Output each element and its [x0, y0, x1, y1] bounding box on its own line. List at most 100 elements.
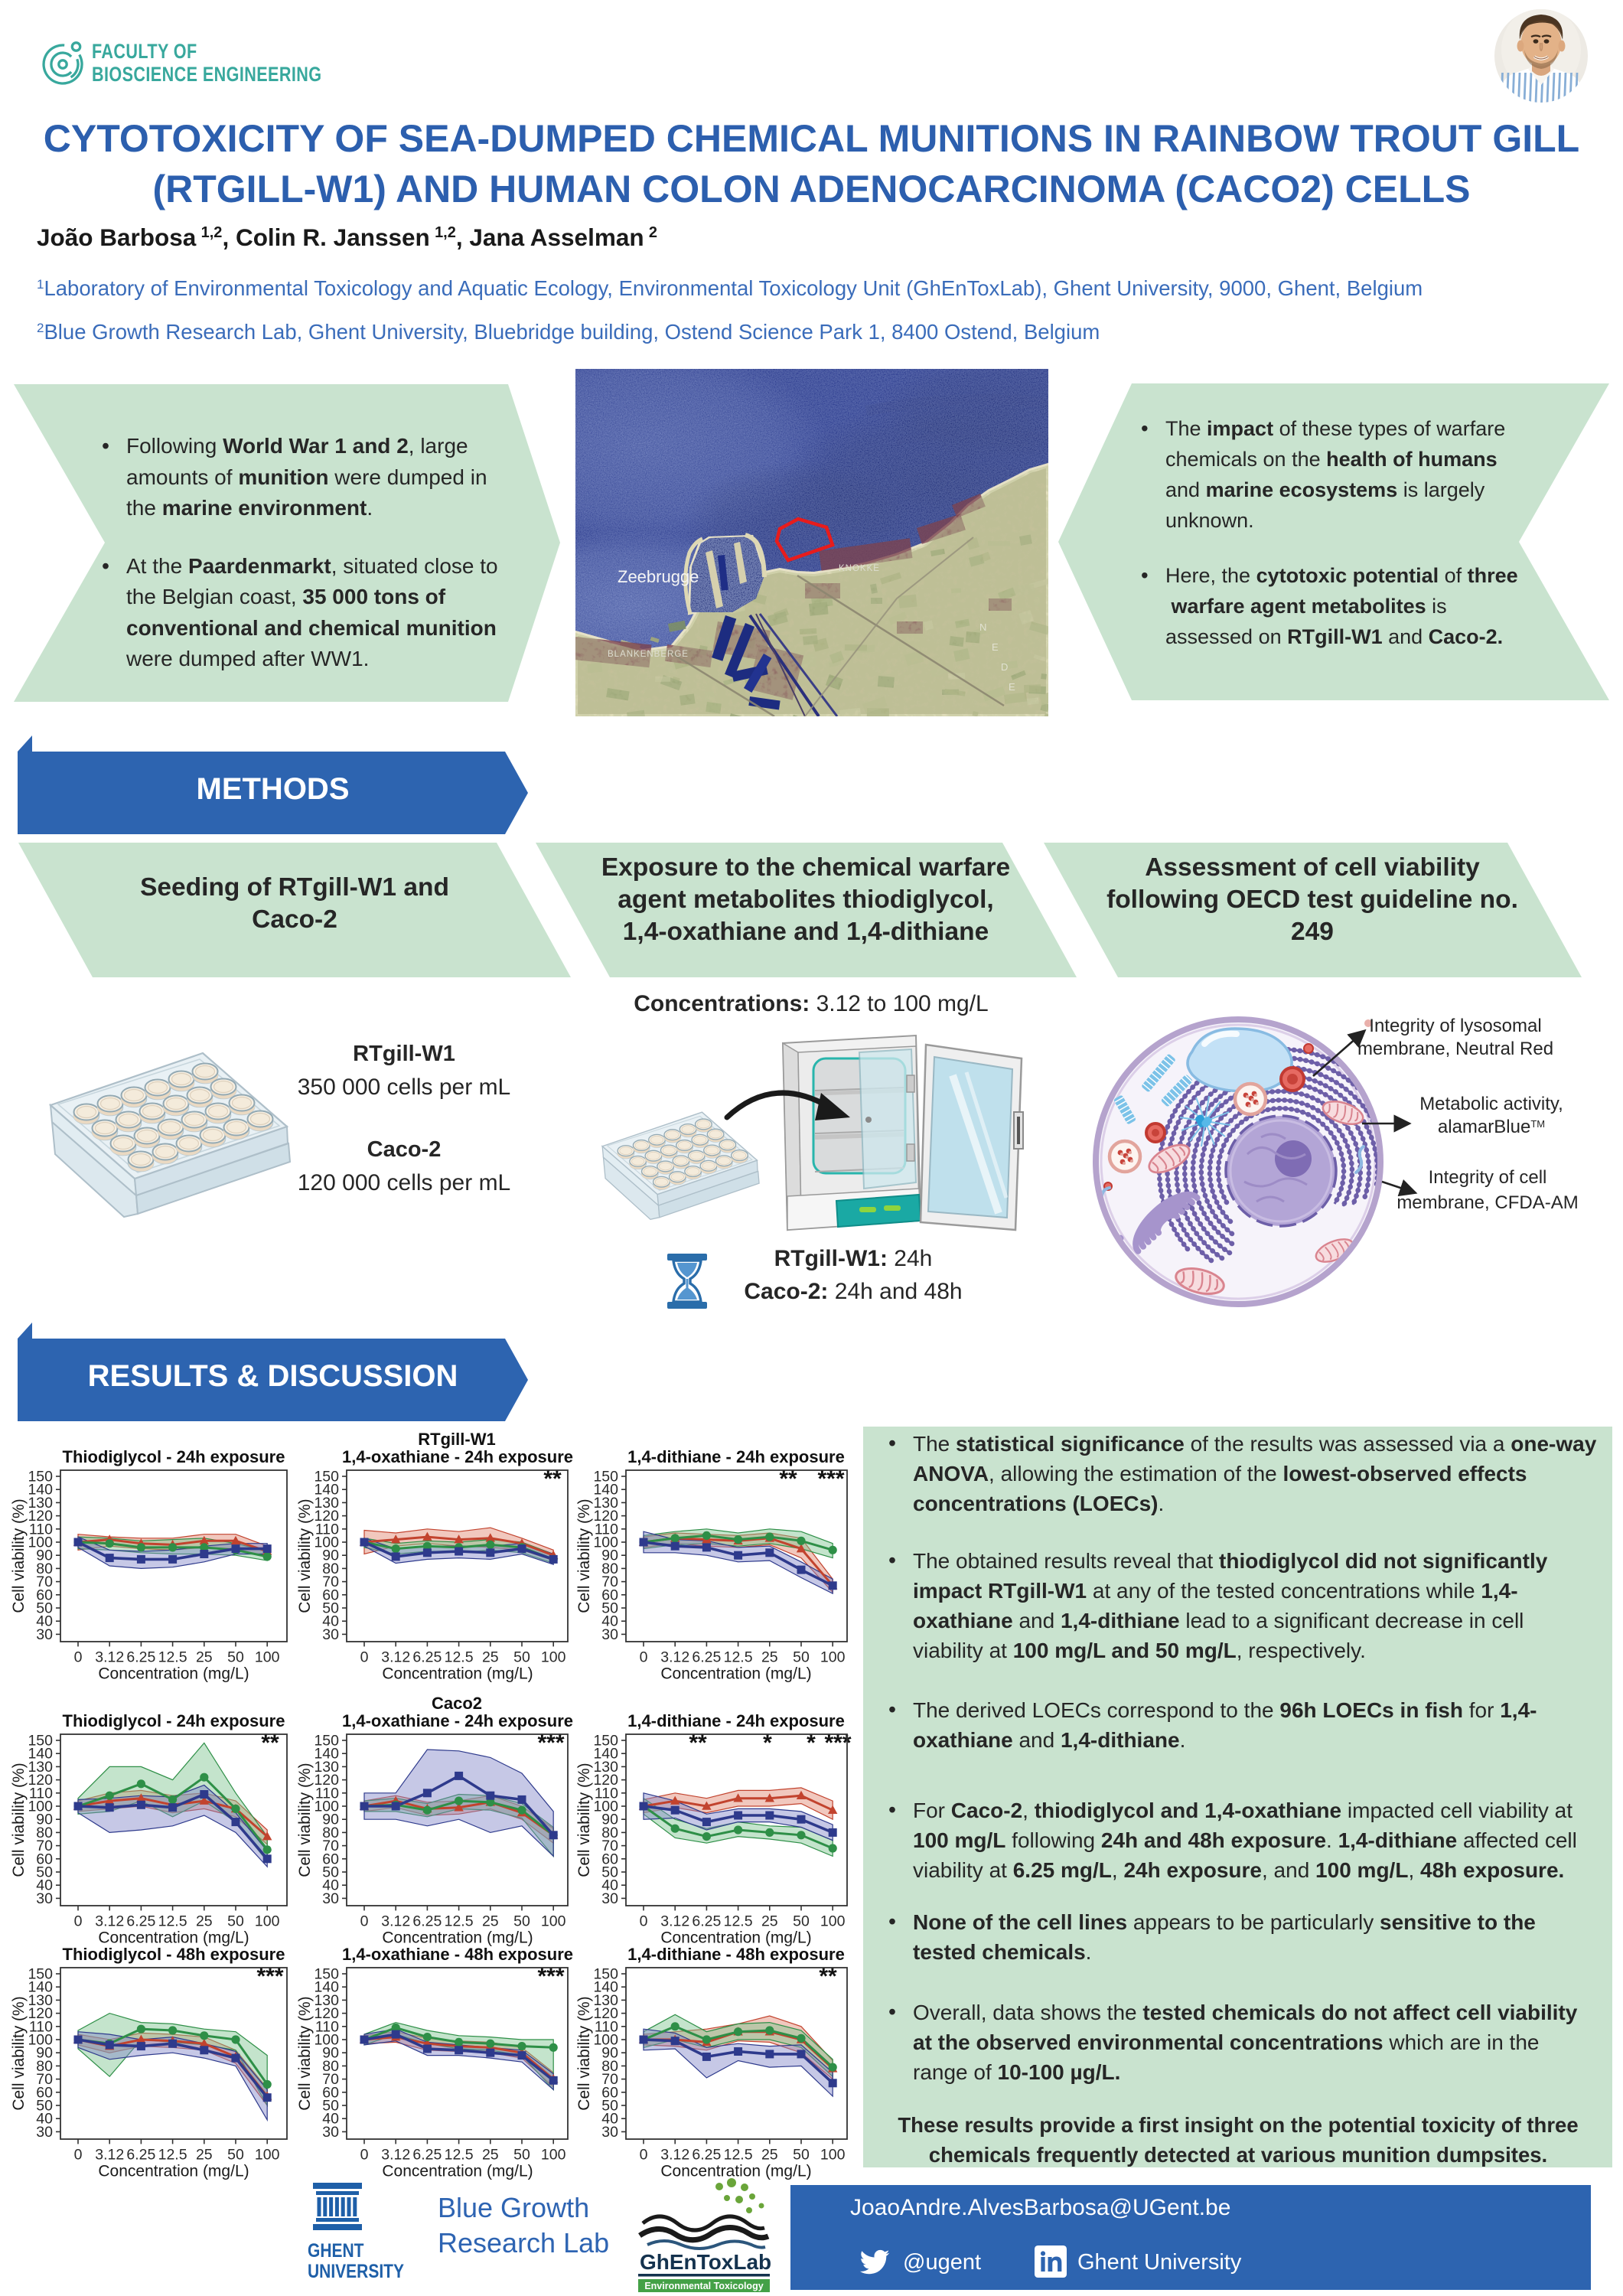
svg-text:110: 110 — [315, 1521, 339, 1538]
svg-text:40: 40 — [36, 2111, 53, 2128]
svg-text:110: 110 — [29, 2018, 53, 2035]
svg-text:6.25: 6.25 — [692, 1913, 721, 1929]
svg-text:80: 80 — [36, 2058, 53, 2075]
svg-text:**: ** — [261, 1730, 279, 1756]
svg-text:70: 70 — [36, 2071, 53, 2088]
svg-text:12.5: 12.5 — [724, 2146, 753, 2163]
svg-text:90: 90 — [601, 1548, 618, 1564]
svg-text:30: 30 — [36, 1626, 53, 1643]
svg-text:3.12: 3.12 — [95, 2146, 124, 2163]
svg-text:0: 0 — [74, 1913, 83, 1929]
svg-text:80: 80 — [322, 1561, 339, 1577]
svg-text:40: 40 — [601, 1877, 618, 1894]
svg-text:30: 30 — [322, 1626, 339, 1643]
svg-text:6.25: 6.25 — [412, 1649, 442, 1665]
svg-text:Concentration (mg/L): Concentration (mg/L) — [660, 2162, 811, 2180]
svg-text:25: 25 — [482, 1913, 499, 1929]
svg-text:6.25: 6.25 — [126, 1913, 155, 1929]
svg-text:150: 150 — [28, 1966, 53, 1983]
svg-text:60: 60 — [322, 1587, 339, 1603]
svg-text:Concentration (mg/L): Concentration (mg/L) — [660, 1665, 811, 1682]
svg-text:100: 100 — [314, 1534, 339, 1551]
svg-text:BLANKENBERGE: BLANKENBERGE — [608, 650, 689, 659]
svg-text:12.5: 12.5 — [158, 1913, 187, 1929]
svg-text:*: * — [807, 1730, 816, 1756]
svg-text:50: 50 — [793, 1649, 810, 1665]
svg-text:130: 130 — [593, 1992, 618, 2009]
svg-text:50: 50 — [793, 2146, 810, 2163]
svg-text:120: 120 — [28, 2005, 53, 2022]
svg-text:50: 50 — [601, 1864, 618, 1881]
svg-text:RTgill-W1: RTgill-W1 — [418, 1430, 495, 1449]
svg-text:100: 100 — [314, 1799, 339, 1815]
svg-text:90: 90 — [36, 1812, 53, 1828]
svg-text:6.25: 6.25 — [692, 1649, 721, 1665]
svg-text:80: 80 — [601, 1561, 618, 1577]
svg-text:12.5: 12.5 — [724, 1649, 753, 1665]
svg-text:KNOKKE: KNOKKE — [839, 564, 880, 573]
svg-text:50: 50 — [36, 1600, 53, 1617]
svg-text:50: 50 — [601, 1600, 618, 1617]
svg-text:1,4-oxathiane - 48h exposure: 1,4-oxathiane - 48h exposure — [342, 1945, 573, 1964]
svg-text:25: 25 — [196, 1649, 213, 1665]
svg-text:Zeebrugge: Zeebrugge — [618, 567, 699, 586]
svg-text:12.5: 12.5 — [158, 2146, 187, 2163]
svg-text:25: 25 — [761, 1649, 778, 1665]
svg-text:30: 30 — [601, 1890, 618, 1907]
svg-text:80: 80 — [36, 1825, 53, 1841]
svg-text:Concentration (mg/L): Concentration (mg/L) — [382, 1665, 533, 1682]
svg-text:Cell viability (%): Cell viability (%) — [575, 1996, 593, 2110]
svg-text:50: 50 — [36, 2098, 53, 2115]
svg-text:60: 60 — [601, 1851, 618, 1867]
svg-text:70: 70 — [601, 2071, 618, 2088]
svg-text:Thiodiglycol - 48h exposure: Thiodiglycol - 48h exposure — [63, 1945, 285, 1964]
svg-text:25: 25 — [761, 1913, 778, 1929]
svg-text:0: 0 — [360, 1649, 369, 1665]
svg-text:1,4-dithiane - 24h exposure: 1,4-dithiane - 24h exposure — [627, 1711, 845, 1730]
svg-text:100: 100 — [820, 2146, 846, 2163]
svg-text:70: 70 — [36, 1574, 53, 1590]
svg-text:130: 130 — [593, 1759, 618, 1776]
svg-text:140: 140 — [593, 1746, 618, 1763]
svg-text:140: 140 — [314, 1746, 339, 1763]
svg-text:0: 0 — [640, 1649, 648, 1665]
svg-text:130: 130 — [28, 1992, 53, 2009]
svg-text:3.12: 3.12 — [381, 2146, 410, 2163]
svg-text:60: 60 — [36, 1587, 53, 1603]
svg-text:80: 80 — [36, 1561, 53, 1577]
svg-text:50: 50 — [793, 1913, 810, 1929]
svg-text:120: 120 — [314, 2005, 339, 2022]
svg-text:50: 50 — [227, 2146, 244, 2163]
svg-text:Concentration (mg/L): Concentration (mg/L) — [660, 1929, 811, 1946]
svg-text:1,4-oxathiane - 24h exposure: 1,4-oxathiane - 24h exposure — [342, 1711, 573, 1730]
svg-text:100: 100 — [820, 1649, 846, 1665]
svg-text:1,4-oxathiane - 24h exposure: 1,4-oxathiane - 24h exposure — [342, 1447, 573, 1466]
svg-text:120: 120 — [28, 1772, 53, 1789]
svg-text:Cell viability (%): Cell viability (%) — [296, 1996, 314, 2110]
svg-text:90: 90 — [322, 1812, 339, 1828]
svg-text:120: 120 — [314, 1508, 339, 1525]
svg-text:Environmental Toxicology: Environmental Toxicology — [644, 2281, 763, 2291]
svg-text:0: 0 — [74, 2146, 83, 2163]
svg-text:**: ** — [779, 1466, 797, 1492]
svg-text:110: 110 — [315, 1785, 339, 1802]
svg-text:Cell viability (%): Cell viability (%) — [296, 1499, 314, 1613]
svg-text:140: 140 — [314, 1979, 339, 1996]
svg-text:3.12: 3.12 — [95, 1913, 124, 1929]
svg-text:80: 80 — [322, 1825, 339, 1841]
svg-text:3.12: 3.12 — [660, 1913, 689, 1929]
svg-text:30: 30 — [601, 1626, 618, 1643]
svg-text:150: 150 — [593, 1966, 618, 1983]
svg-text:Thiodiglycol - 24h exposure: Thiodiglycol - 24h exposure — [63, 1447, 285, 1466]
svg-text:130: 130 — [28, 1759, 53, 1776]
svg-text:100: 100 — [255, 1649, 280, 1665]
svg-text:30: 30 — [322, 1890, 339, 1907]
svg-text:90: 90 — [36, 2045, 53, 2062]
svg-text:3.12: 3.12 — [95, 1649, 124, 1665]
svg-text:12.5: 12.5 — [445, 1913, 474, 1929]
svg-text:Caco2: Caco2 — [432, 1694, 482, 1713]
svg-text:110: 110 — [29, 1785, 53, 1802]
svg-text:6.25: 6.25 — [412, 2146, 442, 2163]
svg-text:140: 140 — [28, 1482, 53, 1499]
svg-text:110: 110 — [595, 2018, 618, 2035]
